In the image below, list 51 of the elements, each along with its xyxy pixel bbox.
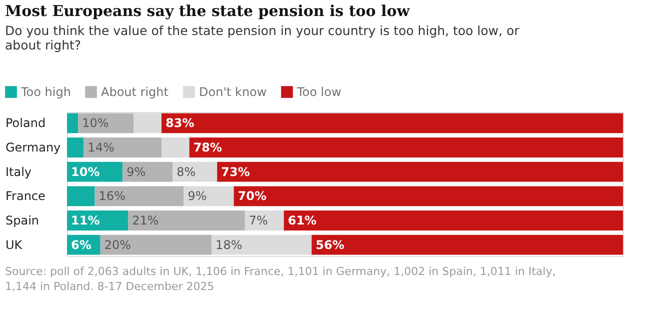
y-tick-label: France <box>6 189 46 204</box>
bar <box>94 186 184 206</box>
bar <box>312 234 623 255</box>
chart-title: Most Europeans say the state pension is too low <box>5 2 411 20</box>
bar <box>189 138 623 158</box>
bar <box>162 113 623 134</box>
legend-label: Too high <box>20 85 71 99</box>
legend-label: About right <box>101 85 169 99</box>
bar <box>162 138 190 158</box>
bar <box>67 113 78 134</box>
legend-label: Don't know <box>199 85 267 99</box>
data-label: 9% <box>188 189 207 204</box>
data-label: 16% <box>98 189 126 204</box>
data-label: 7% <box>248 213 268 228</box>
bar <box>184 186 234 206</box>
bar <box>67 138 84 158</box>
data-label: 70% <box>238 189 267 204</box>
y-tick-label: Poland <box>6 116 46 130</box>
data-label: 73% <box>221 164 250 179</box>
data-label: 6% <box>71 238 92 252</box>
y-tick-label: UK <box>6 238 24 252</box>
data-label: 21% <box>132 213 159 228</box>
bar <box>244 210 284 230</box>
data-label: 9% <box>126 164 146 179</box>
y-tick-label: Spain <box>6 213 40 228</box>
data-label: 20% <box>104 238 132 252</box>
bar <box>122 162 173 182</box>
data-label: 83% <box>166 116 194 130</box>
data-label: 14% <box>88 140 114 155</box>
data-label: 78% <box>193 140 222 155</box>
data-label: 11% <box>71 213 100 228</box>
bar <box>128 210 245 230</box>
y-tick-label: Italy <box>6 164 32 179</box>
bar <box>217 162 623 182</box>
data-label: 10% <box>82 116 109 130</box>
data-label: 10% <box>71 164 100 179</box>
legend-label: Too low <box>296 85 342 99</box>
bar <box>284 210 623 230</box>
data-label: 56% <box>316 238 344 252</box>
bar <box>172 162 218 182</box>
source-note: Source: poll of 2,063 adults in UK, 1,106 in France, 1,101 in Germany, 1,002 in Spain, 1,011 in Italy, 1,144 in Poland. 8-17 December 2025 <box>5 265 556 293</box>
data-label: 18% <box>216 238 242 252</box>
bar <box>84 138 162 158</box>
bar <box>78 113 134 134</box>
chart-subtitle: Do you think the value of the state pension in your country is too high, too low, or about right? <box>5 23 520 52</box>
data-label: 8% <box>176 164 196 179</box>
bar <box>234 186 623 206</box>
bar <box>67 186 95 206</box>
y-tick-label: Germany <box>6 140 61 155</box>
data-label: 61% <box>288 213 317 228</box>
bar <box>100 234 212 255</box>
